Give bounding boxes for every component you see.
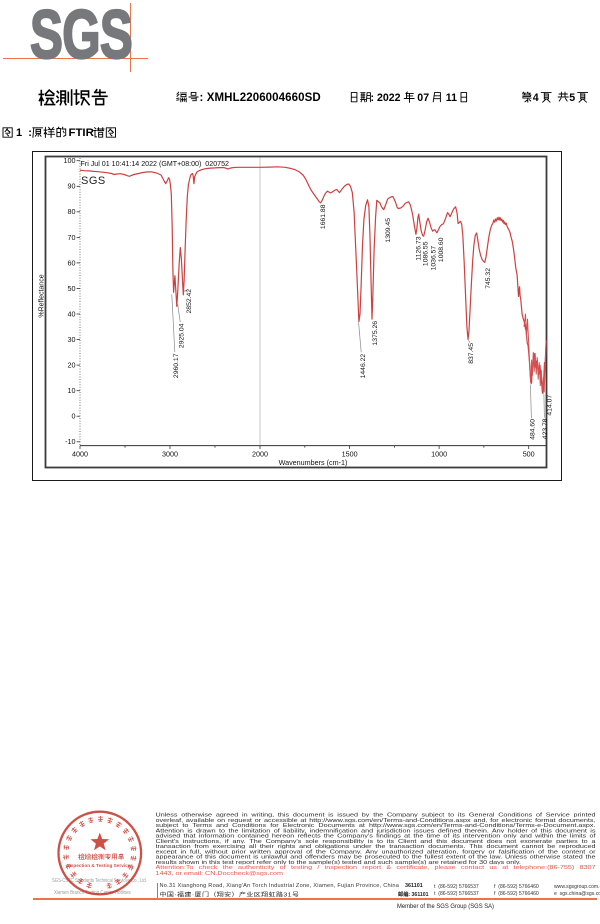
svg-text:3000: 3000 — [162, 449, 178, 458]
svg-text:1036.57: 1036.57 — [431, 246, 438, 271]
svg-text:SGS: SGS — [81, 175, 106, 187]
svg-text:0: 0 — [72, 412, 76, 421]
svg-text:500: 500 — [523, 449, 535, 458]
svg-text:100: 100 — [64, 156, 76, 165]
svg-text:1375.26: 1375.26 — [372, 321, 379, 346]
svg-text:Wavenumbers (cm-1): Wavenumbers (cm-1) — [279, 458, 348, 467]
svg-text:414.07: 414.07 — [546, 395, 553, 416]
svg-text:1446.22: 1446.22 — [360, 354, 367, 379]
svg-text:30: 30 — [68, 335, 76, 344]
svg-text:1309.45: 1309.45 — [385, 218, 392, 243]
svg-text:1126.73: 1126.73 — [416, 236, 423, 260]
svg-text:1008.60: 1008.60 — [438, 237, 445, 262]
svg-text:90: 90 — [68, 182, 76, 191]
svg-text:70: 70 — [68, 233, 76, 242]
svg-text:4000: 4000 — [72, 449, 88, 458]
svg-text:40: 40 — [68, 309, 76, 318]
svg-text:2852.42: 2852.42 — [186, 289, 193, 314]
svg-text:20: 20 — [68, 361, 76, 370]
svg-text:2000: 2000 — [252, 449, 268, 458]
svg-text:50: 50 — [68, 284, 76, 293]
svg-text:1661.88: 1661.88 — [320, 204, 327, 229]
svg-text:484.60: 484.60 — [529, 419, 536, 440]
svg-text:-10: -10 — [65, 437, 75, 446]
svg-text:%Reflectance: %Reflectance — [39, 274, 46, 317]
svg-text:2925.04: 2925.04 — [179, 323, 186, 348]
svg-text:1086.55: 1086.55 — [422, 241, 429, 266]
svg-text:2960.17: 2960.17 — [173, 353, 180, 378]
svg-text:745.32: 745.32 — [485, 268, 492, 289]
svg-text:Inspection & Testing Services: Inspection & Testing Services — [67, 863, 134, 868]
svg-text:Fri Jul 01 10:41:14 2022 (GMT+: Fri Jul 01 10:41:14 2022 (GMT+08:00) 020… — [81, 160, 230, 168]
svg-text:1000: 1000 — [431, 449, 447, 458]
svg-text:837.45: 837.45 — [468, 343, 475, 364]
svg-text:80: 80 — [68, 207, 76, 216]
svg-text:1500: 1500 — [342, 449, 358, 458]
svg-text:10: 10 — [68, 386, 76, 395]
svg-text:423.78: 423.78 — [542, 418, 549, 439]
svg-text:60: 60 — [68, 258, 76, 267]
